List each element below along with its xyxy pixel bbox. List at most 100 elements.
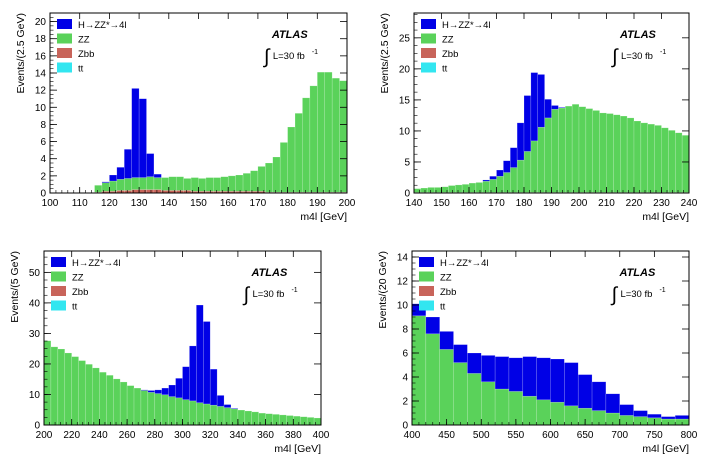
bar-zz-11 [175, 176, 184, 191]
bar-zz-1 [101, 182, 110, 192]
bar-zz-6 [455, 184, 463, 193]
bar-zz-14 [198, 178, 207, 192]
bar-hzz4l-19 [175, 378, 183, 399]
y-tick-label: 6 [40, 137, 46, 148]
bar-zz-12 [126, 385, 135, 425]
bar-zz-37 [299, 416, 308, 425]
bar-zz-2 [57, 348, 66, 425]
bar-hzz4l-8 [153, 173, 162, 178]
bar-zz-36 [293, 415, 301, 425]
bar-zz-1 [425, 333, 440, 426]
bar-hzz4l-21 [189, 345, 197, 402]
bar-zbb-5 [131, 189, 140, 194]
bar-zbb-7 [146, 189, 155, 194]
y-axis-label: Events/(2.5 GeV) [379, 13, 391, 94]
bar-zz-35 [286, 415, 294, 425]
integral-symbol: ∫ [242, 284, 250, 306]
y-tick-label: 40 [29, 298, 41, 309]
bar-zz-2 [427, 187, 435, 193]
bar-zz-16 [213, 177, 222, 192]
y-tick-label: 0 [40, 189, 46, 200]
bar-hzz4l-3 [453, 344, 468, 363]
bar-zz-31 [626, 117, 635, 193]
legend-label: ZZ [442, 35, 454, 46]
bar-zz-32 [633, 120, 642, 193]
bar-zz-25 [585, 108, 593, 193]
bar-hzz4l-24 [209, 368, 218, 406]
x-tick-label: 210 [598, 198, 615, 209]
bar-zz-0 [411, 315, 427, 426]
x-tick-label: 750 [646, 430, 663, 441]
x-tick-label: 150 [433, 198, 450, 209]
x-tick-label: 140 [406, 198, 423, 209]
bar-zz-23 [265, 162, 274, 193]
x-tick-label: 450 [438, 430, 455, 441]
bar-zbb-6 [138, 189, 147, 194]
y-axis-label: Events/(5 GeV) [9, 251, 21, 323]
y-tick-label: 16 [35, 51, 47, 62]
bar-hzz4l-22 [196, 304, 204, 403]
bar-zz-3 [64, 352, 72, 425]
bar-zz-10 [113, 378, 121, 425]
x-tick-label: 160 [461, 198, 478, 209]
x-tick-label: 180 [516, 198, 533, 209]
legend-label: ZZ [72, 273, 84, 284]
chart-panel-3: 200 220 240 260 280 300 320 340 360 380 400 0 10 20 30… [9, 250, 330, 455]
bar-zz-9 [161, 177, 170, 191]
bar-hzz4l-1 [101, 181, 110, 183]
x-tick-label: 400 [313, 430, 330, 441]
legend-label: tt [78, 64, 84, 75]
bar-hzz4l-3 [116, 167, 125, 180]
bar-zz-29 [309, 85, 318, 193]
bar-zz-18 [168, 396, 176, 425]
x-axis-label: m4l [GeV] [642, 443, 689, 455]
y-tick-label: 2 [40, 171, 46, 182]
y-tick-label: 12 [397, 277, 409, 288]
bar-hzz4l-20 [182, 366, 190, 400]
bar-hzz4l-17 [530, 72, 538, 142]
bar-zz-5 [481, 381, 496, 426]
legend-swatch [421, 19, 436, 29]
bar-hzz4l-8 [522, 356, 537, 397]
bar-zz-0 [413, 188, 422, 193]
x-tick-label: 360 [257, 430, 274, 441]
bar-zz-30 [251, 411, 259, 425]
bar-zz-27 [294, 113, 303, 193]
legend-label: tt [442, 64, 448, 75]
bar-zz-35 [654, 125, 662, 193]
x-tick-label: 170 [250, 198, 267, 209]
bar-hzz4l-12 [496, 169, 504, 177]
bar-zz-36 [661, 127, 669, 193]
bar-zz-8 [468, 182, 477, 193]
bar-zz-25 [216, 406, 225, 425]
bar-zz-4 [71, 356, 79, 425]
bar-zz-4 [124, 178, 132, 191]
y-tick-label: 25 [399, 33, 411, 44]
bar-zz-9 [475, 182, 483, 193]
chart-panel-1: 100 110 120 130 140 150 160 170 180 190 200 0 2 4 6 8 10… [15, 12, 356, 223]
x-tick-label: 120 [101, 198, 118, 209]
bar-zz-21 [558, 107, 566, 193]
x-tick-label: 110 [72, 198, 88, 209]
bar-zz-30 [620, 115, 628, 193]
bar-hzz4l-27 [230, 407, 239, 410]
y-tick-label: 0 [402, 421, 408, 432]
bar-hzz4l-1 [425, 316, 440, 335]
bar-zz-16 [523, 151, 532, 193]
x-tick-label: 400 [404, 430, 421, 441]
bar-zz-25 [279, 142, 288, 193]
bar-zz-20 [182, 399, 190, 425]
bar-zz-0 [43, 340, 52, 425]
legend-label: tt [72, 302, 78, 313]
bar-zz-14 [510, 167, 518, 193]
luminosity-superscript: -1 [659, 287, 665, 294]
bar-zz-11 [119, 381, 128, 425]
y-tick-label: 18 [35, 34, 47, 45]
bar-zz-23 [571, 103, 580, 193]
bar-zz-22 [565, 105, 573, 193]
bar-zz-34 [647, 123, 655, 193]
x-tick-label: 190 [309, 198, 326, 209]
y-tick-label: 14 [397, 253, 409, 264]
x-tick-label: 150 [190, 198, 207, 209]
bar-zz-8 [99, 371, 107, 425]
